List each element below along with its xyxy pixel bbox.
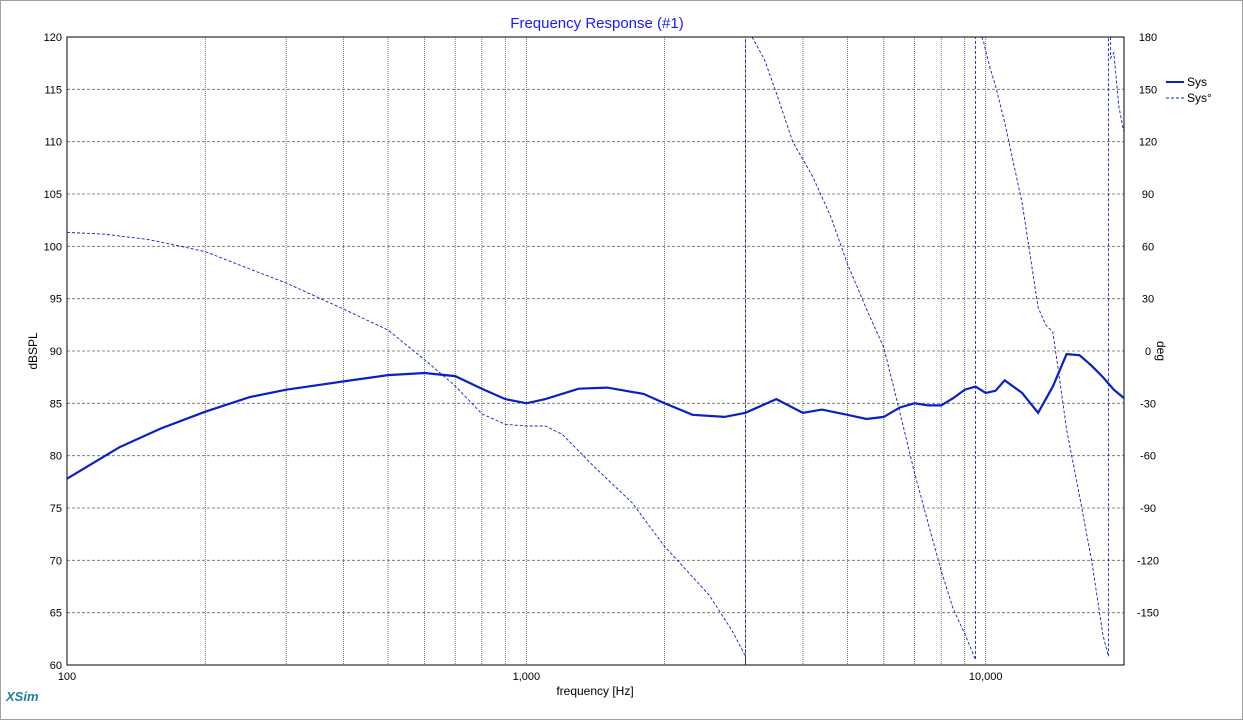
x-tick-label: 100 [58, 671, 76, 683]
y-tick-label: 60 [50, 660, 62, 672]
y-tick-label: 110 [44, 137, 62, 149]
y-tick-label: 100 [44, 241, 62, 253]
y2-tick-label: -90 [1140, 503, 1156, 515]
x-axis-title: frequency [Hz] [556, 684, 633, 698]
x-tick-label: 1,000 [513, 671, 541, 683]
y-tick-label: 105 [44, 189, 62, 201]
xsim-logo: XSim [5, 689, 39, 704]
plot-frame [66, 36, 1125, 666]
y2-tick-label: 60 [1142, 241, 1154, 253]
y2-tick-label: -150 [1137, 608, 1159, 620]
y2-tick-label: -60 [1140, 451, 1156, 463]
y-tick-label: 75 [50, 503, 62, 515]
y2-tick-label: 150 [1139, 84, 1157, 96]
series [66, 36, 1125, 665]
y-tick-label: 70 [50, 555, 62, 567]
y2-tick-label: 90 [1142, 189, 1154, 201]
y-tick-label: 115 [44, 84, 62, 96]
y2-tick-label: -120 [1137, 555, 1159, 567]
series-sys-line [66, 352, 1125, 480]
y-tick-label: 80 [50, 451, 62, 463]
y2-tick-label: 180 [1139, 32, 1157, 44]
tick-labels: 60 65 70 75 80 85 90 95 100 105 110 115 120 -150 -120 -… [44, 32, 1159, 683]
series-sys-phase-line [66, 36, 1125, 665]
y-tick-label: 120 [44, 32, 62, 44]
y-tick-label: 90 [50, 346, 62, 358]
grid [67, 37, 1124, 665]
legend: Sys Sys° [1166, 75, 1212, 105]
y-axis-title: dBSPL [26, 332, 40, 370]
y2-tick-label: -30 [1140, 398, 1156, 410]
legend-label-sys: Sys [1187, 75, 1207, 89]
y-tick-label: 65 [50, 608, 62, 620]
x-tick-label: 10,000 [969, 671, 1003, 683]
y2-tick-label: 30 [1142, 294, 1154, 306]
chart-title: Frequency Response (#1) [510, 15, 683, 32]
y-tick-label: 95 [50, 294, 62, 306]
y2-tick-label: 0 [1145, 346, 1151, 358]
y-tick-label: 85 [50, 398, 62, 410]
y2-axis-title: deg [1154, 341, 1168, 361]
y2-tick-label: 120 [1139, 137, 1157, 149]
legend-label-sys-phase: Sys° [1187, 91, 1212, 105]
